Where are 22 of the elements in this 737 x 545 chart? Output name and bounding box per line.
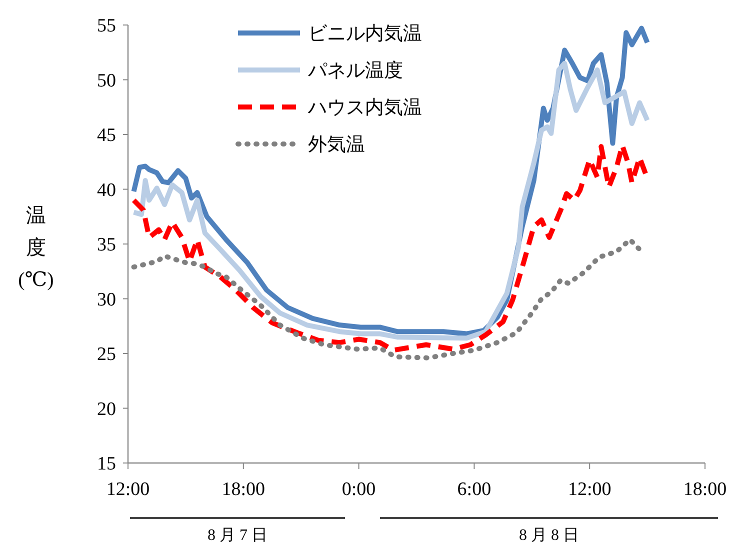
text: 8 月 7 日	[208, 527, 268, 544]
legend-label: 外気温	[308, 134, 365, 156]
y-tick-label: 40	[97, 180, 116, 201]
text: 8 月 8 日	[519, 527, 579, 544]
y-tick-label: 55	[97, 16, 116, 37]
y-axis-title: 温度(℃)	[18, 205, 54, 291]
x-tick-label: 0:00	[342, 479, 376, 500]
x-tick-label: 12:00	[568, 479, 612, 500]
y-tick-label: 45	[97, 125, 116, 146]
y-tick-label: 15	[97, 454, 116, 475]
legend-label: パネル温度	[307, 60, 403, 82]
legend-label: ビニル内気温	[308, 24, 422, 45]
x-tick-label: 18:00	[683, 479, 727, 500]
y-tick-label: 30	[97, 289, 116, 310]
y-tick-label: 20	[97, 398, 116, 420]
y-tick-label: 35	[97, 234, 116, 256]
x-tick-label: 6:00	[457, 479, 492, 500]
legend-label: ハウス内気温	[307, 98, 422, 119]
x-tick-label: 12:00	[106, 479, 150, 500]
y-tick-label: 25	[97, 344, 116, 366]
y-tick-label: 50	[97, 70, 116, 92]
x-tick-label: 18:00	[222, 479, 266, 500]
